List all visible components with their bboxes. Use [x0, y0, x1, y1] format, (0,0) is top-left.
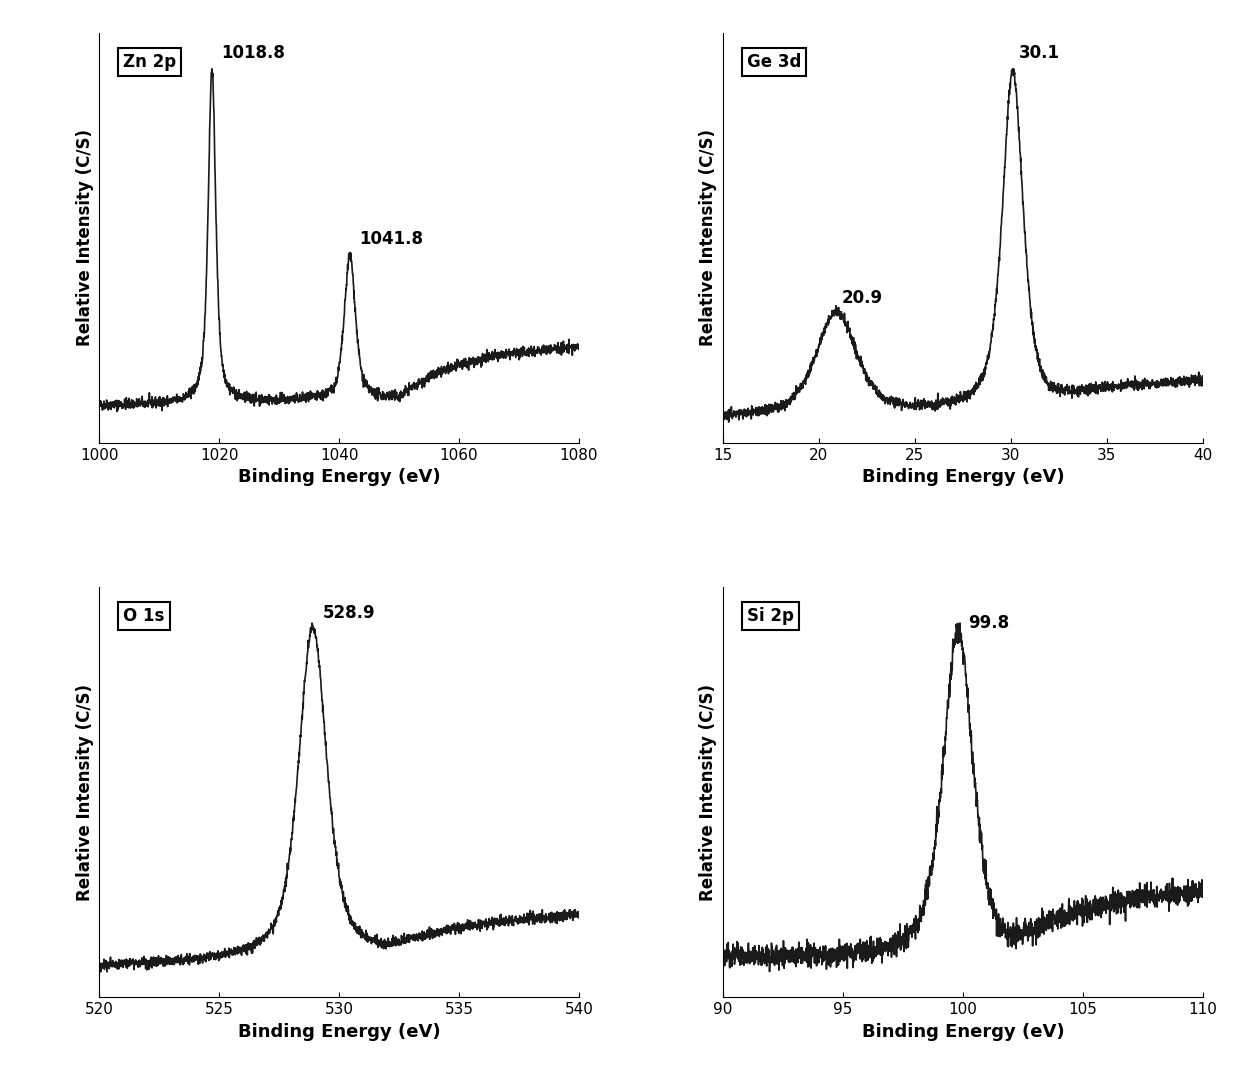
X-axis label: Binding Energy (eV): Binding Energy (eV): [862, 468, 1064, 487]
Y-axis label: Relative Intensity (C/S): Relative Intensity (C/S): [76, 684, 94, 901]
Y-axis label: Relative Intensity (C/S): Relative Intensity (C/S): [76, 129, 94, 346]
Y-axis label: Relative Intensity (C/S): Relative Intensity (C/S): [699, 129, 718, 346]
Text: Si 2p: Si 2p: [746, 607, 794, 625]
Text: 528.9: 528.9: [322, 604, 374, 621]
Text: 30.1: 30.1: [1018, 43, 1059, 62]
Text: O 1s: O 1s: [123, 607, 165, 625]
Text: 1018.8: 1018.8: [221, 43, 285, 62]
Text: 99.8: 99.8: [967, 615, 1009, 632]
Y-axis label: Relative Intensity (C/S): Relative Intensity (C/S): [699, 684, 718, 901]
X-axis label: Binding Energy (eV): Binding Energy (eV): [862, 1022, 1064, 1041]
X-axis label: Binding Energy (eV): Binding Energy (eV): [238, 468, 440, 487]
X-axis label: Binding Energy (eV): Binding Energy (eV): [238, 1022, 440, 1041]
Text: Ge 3d: Ge 3d: [746, 53, 801, 72]
Text: 20.9: 20.9: [842, 288, 883, 307]
Text: Zn 2p: Zn 2p: [123, 53, 176, 72]
Text: 1041.8: 1041.8: [358, 230, 423, 248]
